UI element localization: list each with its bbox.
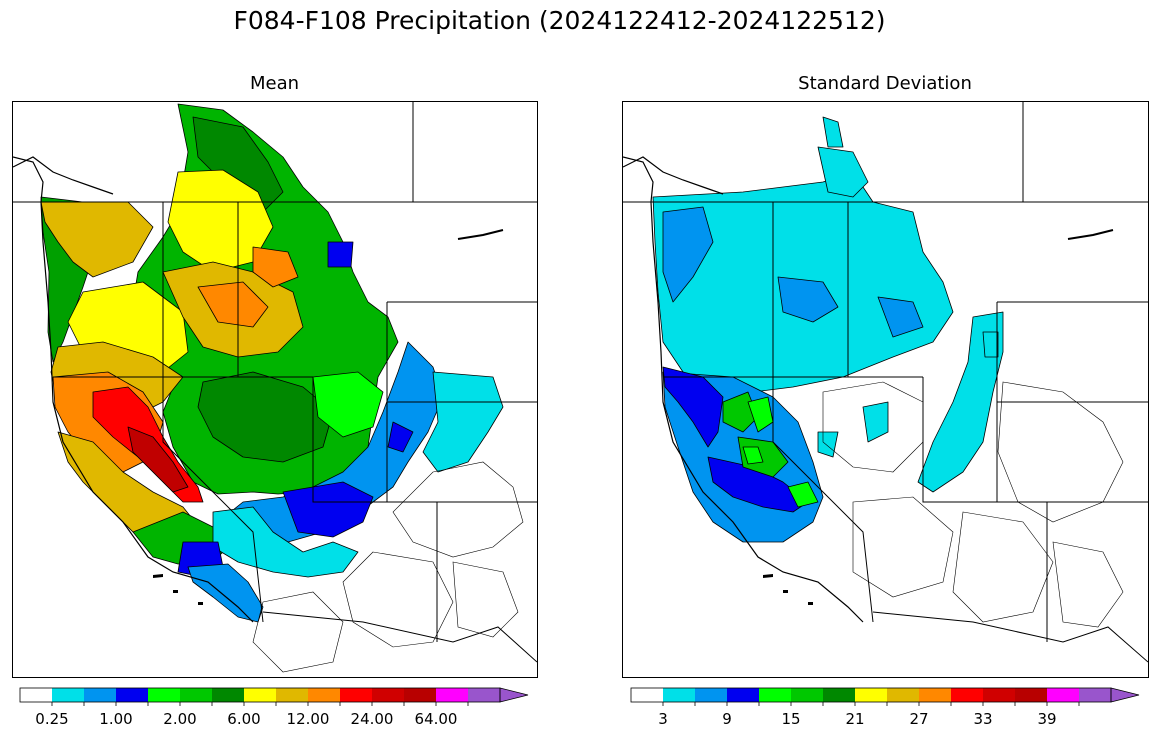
colorbar-swatch xyxy=(887,688,920,702)
std-panel-title: Standard Deviation xyxy=(798,73,972,94)
colorbar-extend-arrow xyxy=(1110,687,1140,703)
colorbar-tick-label: 3 xyxy=(658,710,668,728)
canada-coast xyxy=(13,156,114,195)
std-map-svg xyxy=(623,102,1148,663)
std-pacific-coastline xyxy=(623,156,864,623)
colorbar-tick-label: 64.00 xyxy=(414,710,458,728)
std-canada-coast xyxy=(623,156,724,195)
std-blue-light3 xyxy=(877,296,924,338)
colorbar-swatch xyxy=(20,688,53,702)
colorbar-swatch xyxy=(1015,688,1048,702)
basin-cyan-south xyxy=(212,506,359,578)
colorbar-outline xyxy=(19,687,501,703)
colorbar-swatch xyxy=(372,688,405,702)
colorbar-tick-label: 2.00 xyxy=(163,710,197,728)
std-blue-light1 xyxy=(662,206,714,303)
great-slave-lake xyxy=(457,229,504,240)
basin-bright-green xyxy=(312,371,384,438)
colorbar-swatch xyxy=(468,688,501,702)
colorbar-tick-label: 12.00 xyxy=(286,710,330,728)
state-borders xyxy=(13,102,537,663)
std-green-4 xyxy=(742,446,764,465)
colorbar-tick-label: 6.00 xyxy=(227,710,261,728)
colorbar-tick-label: 0.25 xyxy=(35,710,69,728)
pacific-coastline xyxy=(13,156,254,623)
std-map xyxy=(622,101,1149,678)
colorbar-swatch xyxy=(695,688,728,702)
mean-colorbar-svg xyxy=(19,687,529,706)
colorbar-swatch xyxy=(791,688,824,702)
mean-map xyxy=(12,101,538,678)
colorbar-extend-arrow xyxy=(499,687,529,703)
colorbar-swatch xyxy=(404,688,437,702)
colorbar-tick-label: 15 xyxy=(781,710,801,728)
colorbar-swatch xyxy=(951,688,984,702)
colorbar-swatch xyxy=(180,688,213,702)
colorbar-swatch xyxy=(759,688,792,702)
std-colorbar-svg xyxy=(630,687,1140,706)
std-cyan-east xyxy=(917,311,1004,493)
mean-colorbar xyxy=(19,687,530,706)
basin-orange-2 xyxy=(252,246,299,288)
basin-sierra-darkred xyxy=(127,426,189,493)
colorbar-swatch xyxy=(983,688,1016,702)
colorbar-swatch xyxy=(855,688,888,702)
colorbar-swatch xyxy=(148,688,181,702)
std-channel-islands xyxy=(763,574,813,605)
colorbar-swatch xyxy=(84,688,117,702)
basin-socal-cyan xyxy=(187,563,264,623)
std-cyan-north xyxy=(817,146,869,198)
mean-map-svg xyxy=(13,102,537,673)
colorbar-swatch xyxy=(919,688,952,702)
colorbar-tick-label: 39 xyxy=(1037,710,1057,728)
colorbar-tick-label: 33 xyxy=(973,710,993,728)
std-blue-light2 xyxy=(777,276,839,323)
colorbar-tick-label: 27 xyxy=(909,710,929,728)
std-cyan-north2 xyxy=(822,116,844,148)
basin-orange-1 xyxy=(197,281,269,328)
colorbar-swatch xyxy=(308,688,341,702)
colorbar-swatch xyxy=(52,688,85,702)
colorbar-swatch xyxy=(663,688,696,702)
std-cyan-mid xyxy=(862,401,889,443)
colorbar-swatch xyxy=(727,688,760,702)
std-cal-darkblue xyxy=(662,366,724,448)
std-cyan-east2 xyxy=(982,331,999,358)
std-colorbar xyxy=(630,687,1141,706)
colorbar-swatch xyxy=(244,688,277,702)
channel-islands xyxy=(153,574,203,605)
white-basin-lines xyxy=(252,461,524,673)
colorbar-tick-label: 1.00 xyxy=(99,710,133,728)
basin-cyan-east xyxy=(422,371,504,473)
std-green-5 xyxy=(787,481,819,508)
std-state-borders xyxy=(623,102,1148,663)
std-great-slave-lake xyxy=(1067,229,1114,240)
colorbar-outline xyxy=(630,687,1112,703)
colorbar-tick-label: 24.00 xyxy=(350,710,394,728)
colorbar-swatch xyxy=(340,688,373,702)
colorbar-swatch xyxy=(116,688,149,702)
colorbar-swatch xyxy=(436,688,469,702)
colorbar-tick-label: 9 xyxy=(722,710,732,728)
colorbar-tick-label: 21 xyxy=(845,710,865,728)
colorbar-swatch xyxy=(276,688,309,702)
colorbar-swatch xyxy=(1079,688,1112,702)
colorbar-swatch xyxy=(631,688,664,702)
colorbar-swatch xyxy=(823,688,856,702)
mean-panel-title: Mean xyxy=(249,73,300,94)
basin-blue-east xyxy=(387,421,414,453)
colorbar-swatch xyxy=(1047,688,1080,702)
figure-title: F084-F108 Precipitation (2024122412-2024… xyxy=(233,6,886,35)
basin-central-darkgreen xyxy=(197,371,334,463)
basin-blue-south xyxy=(282,481,374,538)
std-cyan-mid2 xyxy=(817,431,839,458)
colorbar-swatch xyxy=(212,688,245,702)
basin-blue-north xyxy=(327,241,354,268)
